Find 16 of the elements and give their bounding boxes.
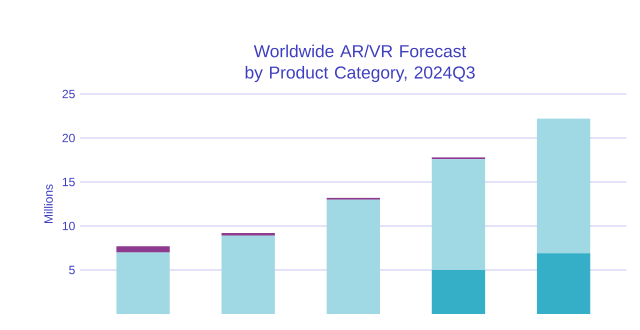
y-tick-label: 25 xyxy=(62,90,75,98)
y-tick-label: 20 xyxy=(62,134,75,142)
bar xyxy=(116,252,170,314)
y-axis-title: Millions xyxy=(44,184,53,224)
y-tick-label: 5 xyxy=(69,266,75,274)
bar xyxy=(116,246,170,252)
bar xyxy=(536,253,590,314)
bar xyxy=(222,233,275,236)
bar xyxy=(536,118,590,254)
chart-title: Worldwide AR/VR Forecast by Product Category, 2024Q3 xyxy=(246,44,475,82)
bar xyxy=(432,270,486,314)
y-tick-label: 15 xyxy=(62,178,75,186)
bar xyxy=(326,200,380,314)
bar xyxy=(222,236,275,314)
bar xyxy=(432,159,486,270)
y-tick-label: 10 xyxy=(62,222,75,230)
